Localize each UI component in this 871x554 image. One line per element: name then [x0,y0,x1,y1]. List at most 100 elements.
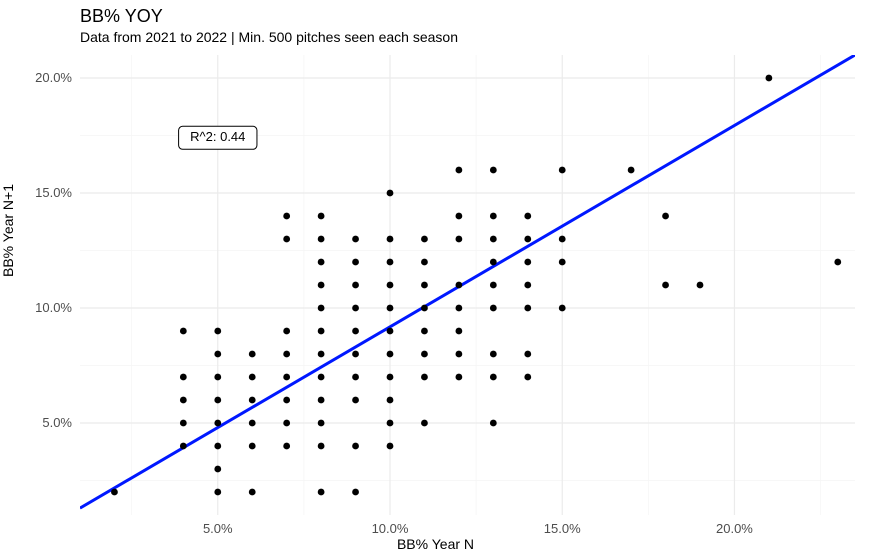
data-point [111,489,118,496]
data-point [214,374,221,381]
data-point [283,420,290,427]
data-point [524,236,531,243]
data-point [490,282,497,289]
data-point [180,420,187,427]
y-tick-label: 15.0% [35,185,72,200]
data-point [318,236,325,243]
data-point [318,397,325,404]
y-tick-label: 20.0% [35,70,72,85]
data-point [214,489,221,496]
data-point [455,236,462,243]
data-point [283,213,290,220]
data-point [387,190,394,197]
data-point [387,236,394,243]
data-point [455,282,462,289]
data-point [524,305,531,312]
data-point [765,75,772,82]
data-point [283,397,290,404]
data-point [387,282,394,289]
data-point [214,466,221,473]
data-point [524,351,531,358]
regression-line [80,55,855,508]
data-point [249,351,256,358]
data-point [180,328,187,335]
chart-container: BB% YOY Data from 2021 to 2022 | Min. 50… [0,0,871,554]
data-point [318,328,325,335]
data-point [662,213,669,220]
data-point [283,351,290,358]
y-tick-label: 5.0% [42,415,72,430]
plot-svg: 5.0%10.0%15.0%20.0%5.0%10.0%15.0%20.0% R… [0,0,871,554]
data-point [214,351,221,358]
x-axis-label: BB% Year N [0,536,871,552]
data-point [662,282,669,289]
data-point [318,489,325,496]
data-point [628,167,635,174]
data-point [318,443,325,450]
data-point [387,351,394,358]
data-point [283,374,290,381]
data-point [387,443,394,450]
data-point [180,374,187,381]
r-squared-label: R^2: 0.44 [190,129,245,144]
data-point [283,443,290,450]
data-point [249,420,256,427]
x-tick-label: 15.0% [544,521,581,536]
data-point [352,282,359,289]
data-point [318,305,325,312]
data-point [559,305,566,312]
data-point [387,259,394,266]
annotation-box: R^2: 0.44 [179,126,257,149]
data-point [490,305,497,312]
data-point [421,328,428,335]
data-point [524,259,531,266]
data-point [318,213,325,220]
data-point [352,397,359,404]
data-point [834,259,841,266]
data-point [352,443,359,450]
x-tick-label: 10.0% [372,521,409,536]
data-point [387,374,394,381]
data-point [214,443,221,450]
data-point [524,282,531,289]
data-point [421,420,428,427]
data-point [180,443,187,450]
data-point [352,328,359,335]
data-point [318,282,325,289]
data-point [421,259,428,266]
data-point [490,259,497,266]
data-point [180,397,187,404]
data-point [559,259,566,266]
data-point [352,259,359,266]
data-point [455,328,462,335]
data-point [352,489,359,496]
data-point [387,420,394,427]
data-point [249,397,256,404]
data-point [249,443,256,450]
data-point [421,374,428,381]
data-point [559,167,566,174]
data-point [352,236,359,243]
data-point [318,351,325,358]
y-axis-label: BB% Year N+1 [0,184,16,277]
data-point [455,213,462,220]
data-point [352,351,359,358]
data-point [214,328,221,335]
data-point [352,374,359,381]
data-point [524,374,531,381]
data-point [387,328,394,335]
x-tick-label: 20.0% [716,521,753,536]
data-point [455,374,462,381]
data-point [421,351,428,358]
data-point [318,374,325,381]
x-tick-label: 5.0% [203,521,233,536]
data-point [455,351,462,358]
data-point [214,397,221,404]
data-point [318,420,325,427]
data-point [490,374,497,381]
data-point [387,397,394,404]
data-point [352,305,359,312]
data-point [490,420,497,427]
data-point [421,282,428,289]
data-point [214,420,221,427]
